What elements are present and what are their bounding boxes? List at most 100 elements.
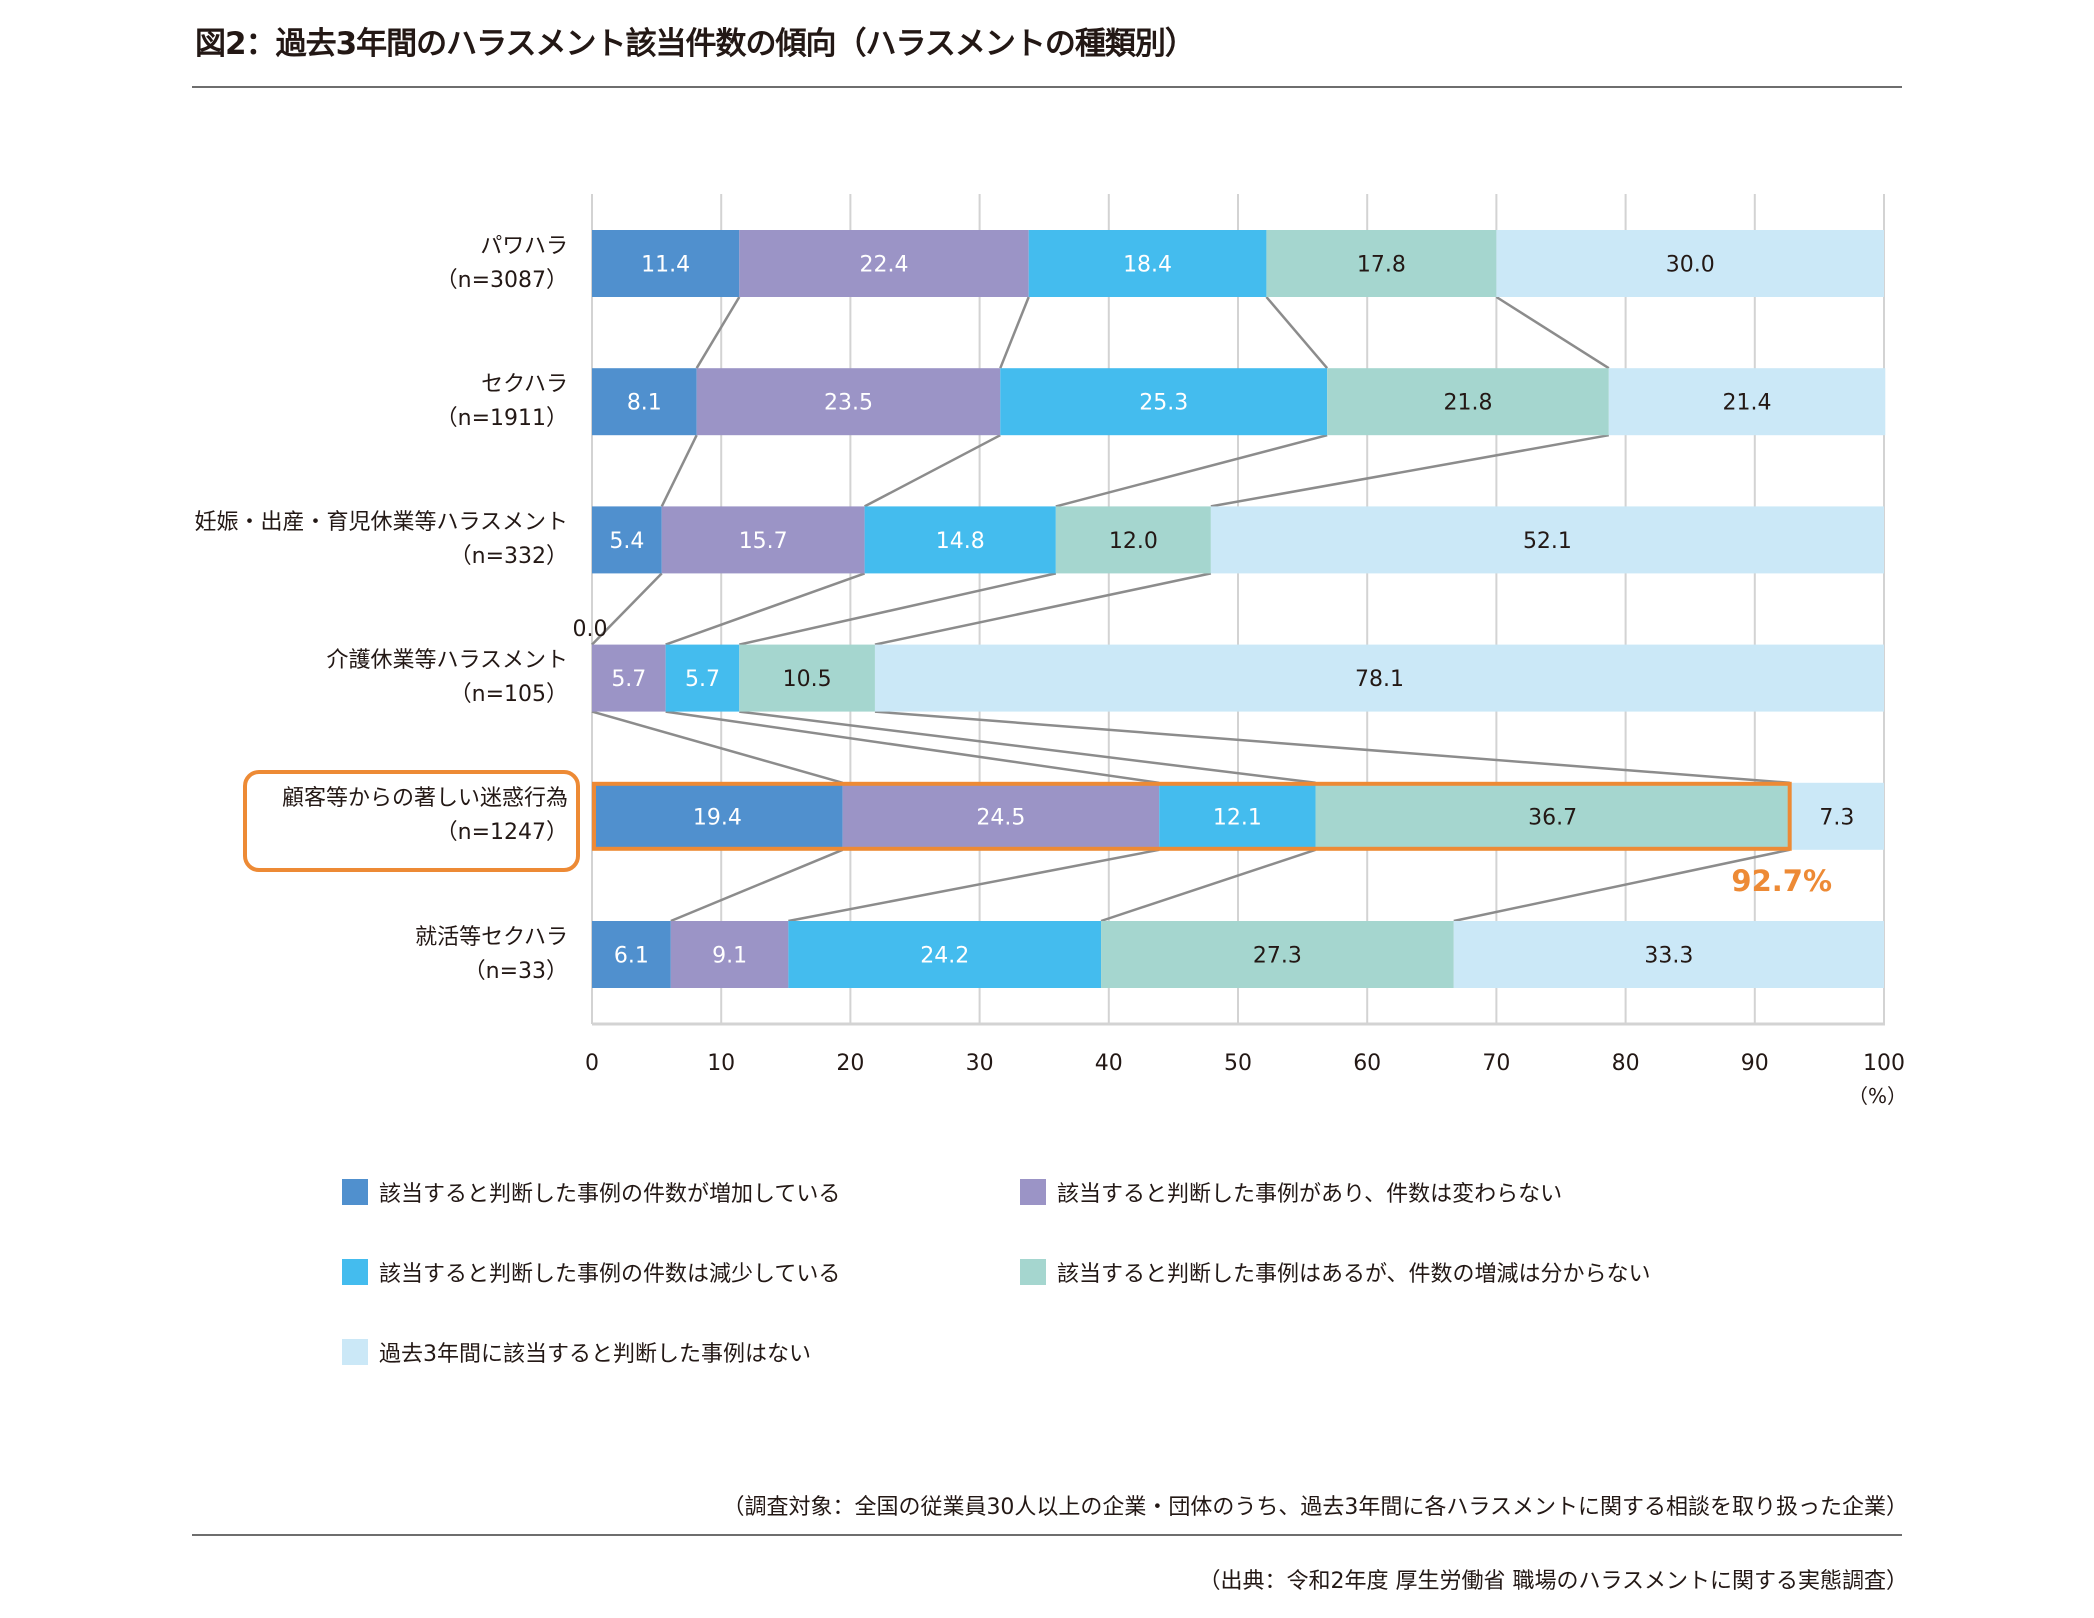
x-tick-label: 40 xyxy=(1095,1051,1123,1076)
x-tick-label: 90 xyxy=(1741,1051,1769,1076)
bar-value-label: 19.4 xyxy=(693,805,742,830)
zero-annotation: 0.0 xyxy=(573,617,608,642)
bar-value-label: 22.4 xyxy=(859,253,908,278)
bar-value-label: 33.3 xyxy=(1644,944,1693,969)
x-tick-label: 60 xyxy=(1353,1051,1381,1076)
bar-value-label: 8.1 xyxy=(627,391,662,416)
bar-segment-increase xyxy=(592,230,740,297)
x-tick-label: 50 xyxy=(1224,1051,1252,1076)
bar-segment-unchanged xyxy=(670,921,789,988)
connector-line xyxy=(1055,433,1328,508)
x-tick-label: 70 xyxy=(1482,1051,1510,1076)
x-tick-label: 10 xyxy=(707,1051,735,1076)
connector-line xyxy=(999,296,1030,369)
bar-segment-none xyxy=(1210,506,1884,574)
category-sample-size: （n=105） xyxy=(449,682,568,708)
connector-line xyxy=(1210,433,1610,508)
bar-segment-decrease xyxy=(665,644,740,712)
bar-value-label: 10.5 xyxy=(783,667,832,692)
category-sample-size: （n=3087） xyxy=(435,267,568,293)
connector-line xyxy=(660,434,698,507)
bar-segment-increase xyxy=(592,782,843,850)
bar-segment-none xyxy=(1608,368,1886,436)
legend-swatch xyxy=(342,1339,368,1365)
bar-value-label: 12.0 xyxy=(1109,529,1158,554)
bar-value-label: 30.0 xyxy=(1666,253,1715,278)
connector-line xyxy=(739,710,1316,785)
bar-segment-none xyxy=(1789,782,1884,850)
category-label: 妊娠・出産・育児休業等ハラスメント （n=332） xyxy=(194,506,568,574)
bar-segment-unknown xyxy=(1327,368,1609,436)
bar-value-label: 15.7 xyxy=(739,529,788,554)
connector-line xyxy=(864,434,1001,508)
connector-line xyxy=(591,710,843,785)
category-name: 就活等セクハラ xyxy=(415,924,568,950)
category-label: セクハラ （n=1911） xyxy=(436,368,568,436)
connector-line xyxy=(1100,848,1316,923)
legend-item-unchanged: 該当すると判断した事例があり、件数は変わらない xyxy=(1020,1176,1562,1208)
bar-value-label: 9.1 xyxy=(712,944,747,969)
bar-segment-none xyxy=(1453,921,1884,988)
legend-label: 該当すると判断した事例の件数は減少している xyxy=(379,1262,841,1287)
category-sample-size: （n=1911） xyxy=(435,405,568,431)
bar-value-label: 18.4 xyxy=(1123,253,1172,278)
bar-value-label: 11.4 xyxy=(641,253,690,278)
highlight-bar-outline xyxy=(592,781,1792,851)
source-note: （出典：令和2年度 厚生労働省 職場のハラスメントに関する実態調査） xyxy=(1198,1569,1908,1594)
bar-value-label: 17.8 xyxy=(1357,253,1406,278)
connector-line xyxy=(874,710,1790,785)
bar-value-label: 6.1 xyxy=(614,944,649,969)
connector-line xyxy=(1265,296,1329,370)
bar-segment-none xyxy=(874,644,1884,712)
bar-segment-unchanged xyxy=(696,368,1001,436)
legend-swatch xyxy=(1020,1179,1046,1205)
x-tick-label: 20 xyxy=(836,1051,864,1076)
bar-value-label: 78.1 xyxy=(1355,667,1404,692)
bar-segment-decrease xyxy=(788,921,1102,988)
legend-item-unknown: 該当すると判断した事例はあるが、件数の増減は分からない xyxy=(1020,1256,1651,1288)
category-sample-size: （n=1247） xyxy=(435,820,568,846)
bar-value-label: 5.7 xyxy=(685,667,720,692)
bar-segment-unknown xyxy=(1315,782,1790,850)
bar-segment-increase xyxy=(592,506,662,574)
bar-value-label: 14.8 xyxy=(936,529,985,554)
bar-value-label: 24.2 xyxy=(920,944,969,969)
legend-item-increase: 該当すると判断した事例の件数が増加している xyxy=(342,1176,840,1208)
legend-swatch xyxy=(342,1179,368,1205)
footer-divider xyxy=(192,1534,1902,1536)
connector-line xyxy=(874,572,1212,646)
connector-line xyxy=(1495,295,1610,370)
bar-segment-unknown xyxy=(1266,230,1497,297)
bar-value-label: 24.5 xyxy=(976,805,1025,830)
legend-item-decrease: 該当すると判断した事例の件数は減少している xyxy=(342,1256,840,1288)
legend-label: 該当すると判断した事例があり、件数は変わらない xyxy=(1057,1182,1563,1207)
survey-footnote: （調査対象：全国の従業員30人以上の企業・団体のうち、過去3年間に各ハラスメント… xyxy=(722,1495,1908,1520)
title-divider xyxy=(192,86,1902,88)
category-label: パワハラ （n=3087） xyxy=(436,230,568,298)
category-sample-size: （n=33） xyxy=(463,958,568,984)
legend-label: 過去3年間に該当すると判断した事例はない xyxy=(379,1342,811,1367)
bar-value-label: 5.7 xyxy=(611,667,646,692)
x-axis-ticks: 0 10 20 30 40 50 60 70 80 90 100 xyxy=(585,1051,1905,1076)
category-label: 就活等セクハラ （n=33） xyxy=(415,921,568,989)
bar-value-label: 7.3 xyxy=(1819,805,1854,830)
bar-value-label: 27.3 xyxy=(1253,944,1302,969)
bar-segment-unchanged xyxy=(739,230,1029,297)
x-tick-label: 0 xyxy=(585,1051,599,1076)
bar-segment-decrease xyxy=(1028,230,1267,297)
connector-line xyxy=(670,848,844,923)
x-tick-label: 30 xyxy=(966,1051,994,1076)
x-tick-label: 80 xyxy=(1612,1051,1640,1076)
bar-value-label: 23.5 xyxy=(824,391,873,416)
bar-segment-unknown xyxy=(1055,506,1211,574)
bar-segment-none xyxy=(1496,230,1884,297)
bar-segment-decrease xyxy=(1000,368,1328,436)
connector-line xyxy=(665,572,866,646)
bar-segment-unknown xyxy=(1101,921,1454,988)
bar-segment-unchanged xyxy=(842,782,1160,850)
category-name: 妊娠・出産・育児休業等ハラスメント xyxy=(194,509,568,535)
connector-lines xyxy=(591,295,1790,923)
bar-value-label: 25.3 xyxy=(1139,391,1188,416)
connector-line xyxy=(665,710,1160,785)
bar-value-label: 21.8 xyxy=(1443,391,1492,416)
